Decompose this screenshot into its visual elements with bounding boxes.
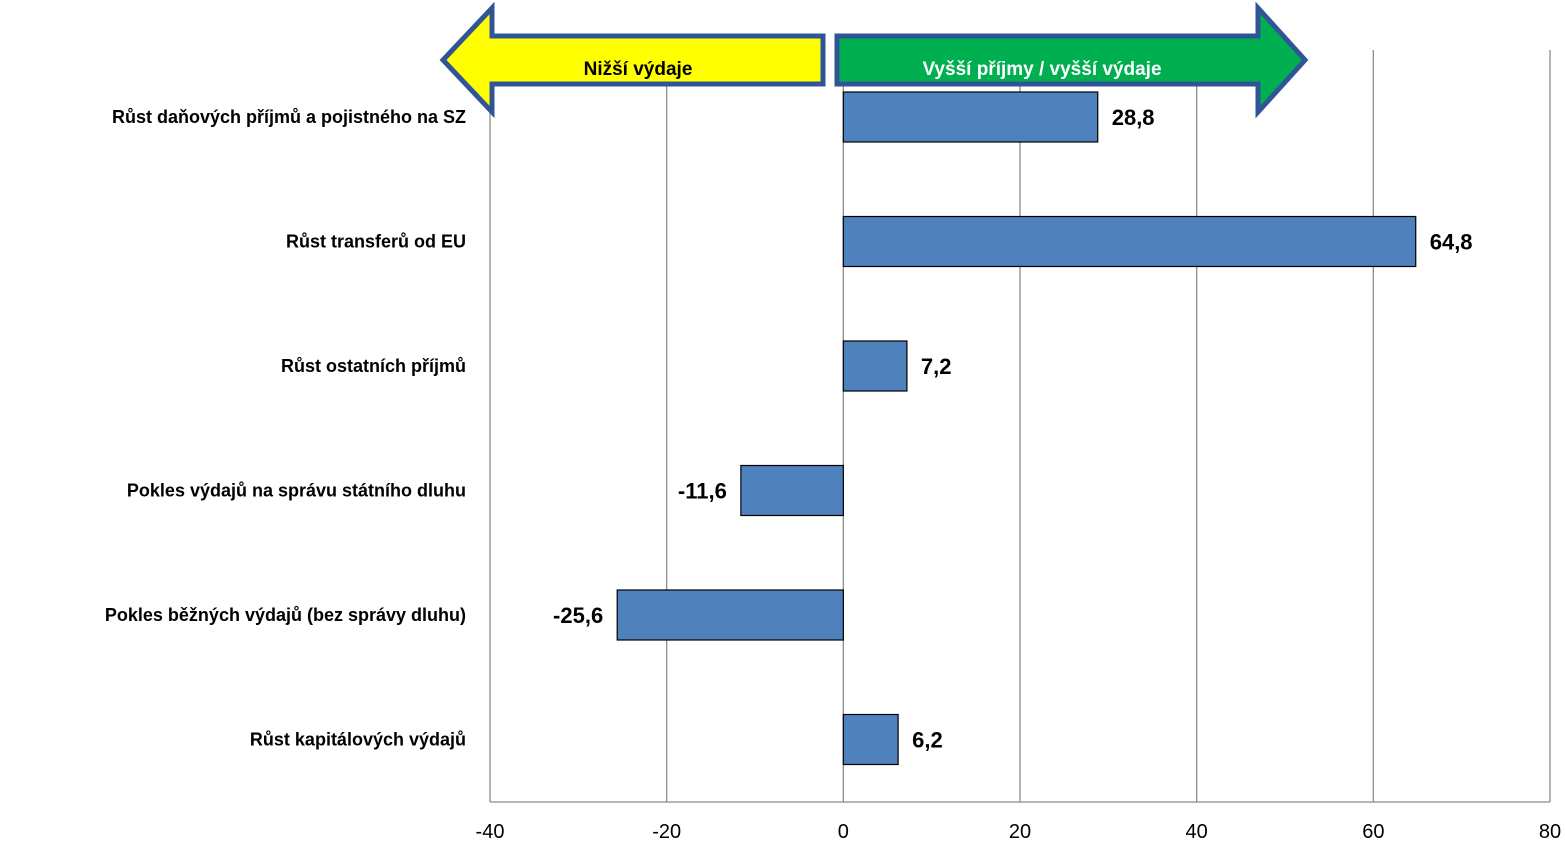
data-label: 28,8 <box>1112 105 1155 130</box>
category-label: Růst ostatních příjmů <box>281 356 466 376</box>
bar <box>842 91 1099 143</box>
left-arrow-lower-spending: Nižší výdaje <box>439 1 826 119</box>
right-arrow-label: Vyšší příjmy / vyšší výdaje <box>922 59 1161 80</box>
data-label: 64,8 <box>1430 230 1473 255</box>
x-tick-label: 40 <box>1186 821 1208 843</box>
x-tick-label: 0 <box>838 821 849 843</box>
data-label: -25,6 <box>553 603 603 628</box>
bar <box>740 464 844 517</box>
left-arrow-label: Nižší výdaje <box>584 59 693 80</box>
category-label: Pokles výdajů na správu státního dluhu <box>127 481 466 501</box>
x-tick-label: -40 <box>476 821 505 843</box>
category-label: Růst daňových příjmů a pojistného na SZ <box>112 107 466 127</box>
data-label: 6,2 <box>912 728 943 753</box>
x-axis: -40 -20 0 20 40 60 80 <box>476 50 1561 843</box>
data-labels: 28,8 64,8 7,2 -11,6 -25,6 6,2 <box>553 105 1473 753</box>
bars <box>616 91 1417 766</box>
gridlines <box>666 50 1551 802</box>
category-labels: Růst daňových příjmů a pojistného na SZ R… <box>105 107 466 750</box>
x-tick-label: 20 <box>1009 821 1031 843</box>
bar <box>842 215 1417 268</box>
right-arrow-higher-revenue-spending: Vyšší příjmy / vyšší výdaje <box>834 1 1309 119</box>
data-label: -11,6 <box>678 479 727 504</box>
category-label: Růst kapitálových výdajů <box>250 730 466 750</box>
bar <box>842 713 899 766</box>
x-tick-label: -20 <box>652 821 681 843</box>
category-label: Pokles běžných výdajů (bez správy dluhu) <box>105 605 466 625</box>
bar <box>616 589 844 641</box>
x-tick-label: 60 <box>1362 821 1384 843</box>
direction-arrows: Nižší výdaje Vyšší příjmy / vyšší výdaje <box>439 1 1309 119</box>
bar <box>842 340 908 392</box>
right-arrow-shape <box>834 1 1309 119</box>
x-tick-label: 80 <box>1539 821 1561 843</box>
category-label: Růst transferů od EU <box>286 232 466 252</box>
left-arrow-shape <box>439 1 826 119</box>
data-label: 7,2 <box>921 354 952 379</box>
